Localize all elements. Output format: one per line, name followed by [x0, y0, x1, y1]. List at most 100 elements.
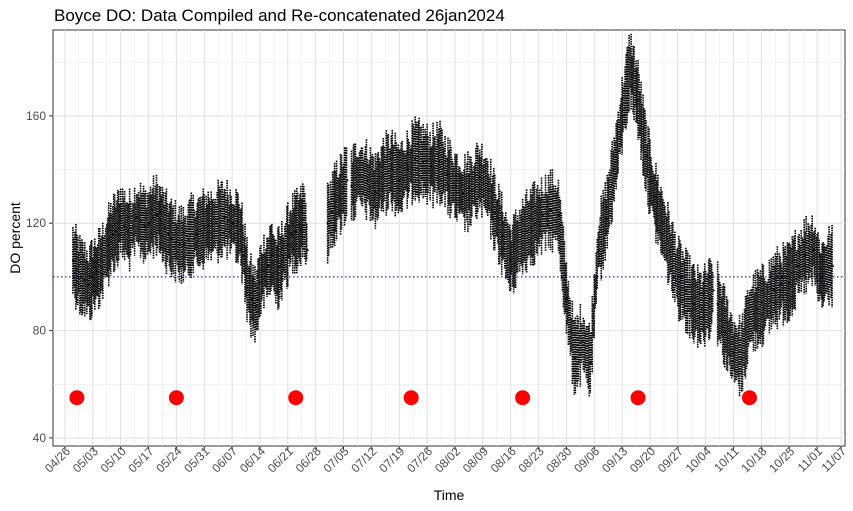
data-point — [820, 275, 823, 278]
data-point — [804, 254, 807, 257]
data-point — [414, 157, 417, 160]
data-point — [258, 281, 261, 284]
data-point — [274, 270, 277, 273]
x-tick-label: 05/17 — [126, 444, 157, 475]
data-point — [111, 232, 114, 235]
x-tick-label: 06/28 — [293, 444, 324, 475]
data-point — [828, 265, 831, 268]
data-point — [75, 267, 78, 270]
x-tick-label: 05/24 — [153, 444, 184, 475]
data-point — [346, 179, 349, 182]
data-point — [668, 249, 671, 252]
data-point — [135, 216, 138, 219]
data-point — [684, 289, 687, 292]
x-tick-label: 10/11 — [711, 444, 742, 475]
x-tick-label: 05/03 — [70, 444, 101, 475]
data-point — [103, 254, 106, 257]
data-point — [453, 184, 456, 187]
data-point — [772, 289, 775, 292]
x-tick-label: 06/14 — [237, 444, 268, 475]
red-marker — [403, 390, 419, 406]
data-point — [565, 297, 568, 300]
data-point — [167, 232, 170, 235]
data-point — [95, 270, 98, 273]
data-point — [199, 230, 202, 233]
x-axis-title: Time — [434, 487, 465, 503]
data-point — [71, 259, 74, 262]
red-marker — [69, 390, 85, 406]
data-point — [382, 173, 385, 176]
data-point — [613, 168, 616, 171]
data-point — [294, 230, 297, 233]
x-tick-label: 06/07 — [209, 444, 240, 475]
data-point — [605, 216, 608, 219]
data-point — [171, 238, 174, 241]
data-point — [525, 230, 528, 233]
data-point — [637, 98, 640, 101]
data-point — [517, 241, 520, 244]
data-series — [71, 33, 835, 398]
data-point — [334, 200, 337, 203]
data-point — [286, 243, 289, 246]
y-tick-label: 80 — [33, 324, 47, 338]
x-tick-label: 05/10 — [98, 444, 129, 475]
data-point — [406, 168, 409, 171]
x-tick-label: 10/04 — [683, 444, 714, 475]
x-tick-label: 10/18 — [738, 444, 769, 475]
data-point — [621, 114, 624, 117]
chart-title: Boyce DO: Data Compiled and Re-concatena… — [54, 6, 505, 25]
data-point — [266, 265, 269, 268]
data-point — [290, 232, 293, 235]
data-point — [243, 254, 246, 257]
y-axis-title: DO percent — [7, 202, 23, 274]
red-marker — [168, 390, 184, 406]
data-point — [223, 216, 226, 219]
x-axis-ticks: 04/2605/0305/1005/1705/2405/3106/0706/14… — [42, 444, 849, 475]
data-point — [461, 192, 464, 195]
data-point — [338, 195, 341, 198]
data-point — [358, 173, 361, 176]
data-point — [446, 173, 449, 176]
data-point — [485, 184, 488, 187]
data-point — [330, 211, 333, 214]
data-point — [211, 224, 214, 227]
x-tick-label: 08/02 — [432, 444, 463, 475]
data-point — [99, 265, 102, 268]
data-point — [127, 230, 130, 233]
data-point — [207, 224, 210, 227]
data-point — [235, 224, 238, 227]
data-point — [676, 275, 679, 278]
x-tick-label: 10/25 — [766, 444, 797, 475]
data-point — [366, 179, 369, 182]
y-tick-label: 40 — [33, 431, 47, 445]
data-segment-1 — [71, 174, 309, 343]
data-point — [306, 249, 309, 252]
data-point — [187, 238, 190, 241]
data-point — [247, 286, 250, 289]
data-point — [107, 243, 110, 246]
red-markers — [69, 390, 757, 406]
data-point — [732, 351, 735, 354]
data-point — [764, 302, 767, 305]
x-tick-label: 08/23 — [516, 444, 547, 475]
data-point — [645, 155, 648, 158]
y-tick-label: 120 — [26, 216, 46, 230]
data-point — [398, 179, 401, 182]
data-point — [91, 275, 94, 278]
x-tick-label: 09/06 — [571, 444, 602, 475]
data-point — [239, 230, 242, 233]
data-point — [533, 222, 536, 225]
data-segment-3 — [350, 33, 715, 398]
x-tick-label: 09/27 — [655, 444, 686, 475]
data-point — [231, 222, 234, 225]
data-point — [493, 211, 496, 214]
data-point — [79, 275, 82, 278]
data-point — [652, 195, 655, 198]
data-point — [219, 219, 222, 222]
data-point — [422, 160, 425, 163]
data-point — [159, 219, 162, 222]
data-point — [203, 227, 206, 230]
data-point — [250, 297, 253, 300]
x-tick-label: 07/12 — [348, 444, 379, 475]
x-tick-label: 08/30 — [543, 444, 574, 475]
